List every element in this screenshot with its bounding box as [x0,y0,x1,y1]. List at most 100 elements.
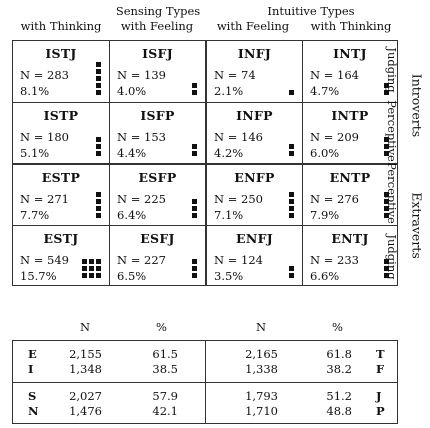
type-label: ENTP [329,170,371,185]
summary-col-n-left: N [80,320,91,334]
summary-dim-right: F [376,362,385,376]
type-label: INTJ [333,46,367,61]
summary-pct-right: 61.8 [326,347,352,361]
type-percent: 6.0% [310,146,340,160]
type-percent: 6.5% [117,269,147,283]
type-count: N = 225 [117,192,166,206]
count-square [384,151,389,156]
type-label: INFJ [237,46,272,61]
count-square [96,206,101,211]
judging-label-bottom: Judging [385,234,399,280]
count-square [96,259,101,264]
count-square [289,90,294,95]
summary-pct-left: 42.1 [152,404,178,418]
summary-dim-left: S [28,389,37,403]
divider-h3 [13,225,397,226]
count-square [96,83,101,88]
count-square [289,266,294,271]
summary-table [12,340,398,424]
type-label: ISFP [140,108,175,123]
type-cell-enfp: ENFP N = 250 7.1% [207,165,302,225]
type-count: N = 74 [214,68,256,82]
summary-pct-right: 48.8 [326,404,352,418]
type-label: ENFJ [236,231,273,246]
divider-h1 [13,102,397,103]
count-square [384,199,389,204]
type-label: ESFJ [140,231,175,246]
intuitive-feeling-header: with Feeling [216,19,290,33]
count-square [89,266,94,271]
type-count: N = 227 [117,253,166,267]
count-square [192,83,197,88]
count-square [82,259,87,264]
type-count: N = 139 [117,68,166,82]
type-cell-intp: INTP N = 209 6.0% [303,103,397,163]
sensing-feeling-header: with Feeling [120,19,194,33]
count-square [96,273,101,278]
summary-n-left: 1,348 [69,362,102,376]
summary-dim-right: T [376,347,385,361]
count-square [96,69,101,74]
introverts-label: Introverts [409,73,425,138]
type-percent: 4.0% [117,84,147,98]
type-cell-enfj: ENFJ N = 124 3.5% [207,226,302,285]
type-percent: 4.7% [310,84,340,98]
count-square [192,273,197,278]
type-count: N = 549 [20,253,69,267]
type-percent: 6.6% [310,269,340,283]
count-square [82,266,87,271]
summary-pct-right: 38.2 [326,362,352,376]
count-square [96,199,101,204]
type-count: N = 180 [20,130,69,144]
intuitive-types-header: Intuitive Types [267,4,355,18]
count-square [384,213,389,218]
type-label: ISTJ [45,46,77,61]
count-square [289,151,294,156]
type-percent: 7.1% [214,208,244,222]
count-square [96,192,101,197]
type-percent: 15.7% [20,269,57,283]
type-cell-infp: INFP N = 146 4.2% [207,103,302,163]
sensing-thinking-header: with Thinking [20,19,102,33]
type-percent: 4.4% [117,146,147,160]
summary-dim-right: P [376,404,385,418]
type-percent: 2.1% [214,84,244,98]
count-square [96,144,101,149]
type-cell-isfp: ISFP N = 153 4.4% [110,103,205,163]
type-label: ISFJ [142,46,173,61]
type-label: INTP [331,108,369,123]
type-cell-istp: ISTP N = 180 5.1% [13,103,109,163]
count-square [384,90,389,95]
type-label: ESFP [138,170,177,185]
type-label: INFP [236,108,273,123]
count-square [96,76,101,81]
count-square [384,259,389,264]
summary-n-right: 2,165 [245,347,278,361]
count-square [82,273,87,278]
summary-col-n-right: N [256,320,267,334]
count-square [384,137,389,142]
count-square [289,213,294,218]
type-count: N = 276 [310,192,359,206]
count-square [192,90,197,95]
count-square [96,90,101,95]
type-label: ESTJ [43,231,79,246]
count-square [89,273,94,278]
type-percent: 7.9% [310,208,340,222]
type-percent: 7.7% [20,208,50,222]
summary-pct-left: 38.5 [152,362,178,376]
count-square [384,192,389,197]
extraverts-label: Extraverts [409,192,425,259]
type-cell-estp: ESTP N = 271 7.7% [13,165,109,225]
summary-dim-left: N [28,404,39,418]
type-cell-infj: INFJ N = 74 2.1% [207,41,302,102]
count-square [289,199,294,204]
type-count: N = 164 [310,68,359,82]
type-percent: 4.2% [214,146,244,160]
type-percent: 6.4% [117,208,147,222]
summary-pct-left: 61.5 [152,347,178,361]
type-cell-intj: INTJ N = 164 4.7% [303,41,397,102]
type-percent: 5.1% [20,146,50,160]
type-cell-entj: ENTJ N = 233 6.6% [303,226,397,285]
summary-n-left: 2,155 [69,347,102,361]
